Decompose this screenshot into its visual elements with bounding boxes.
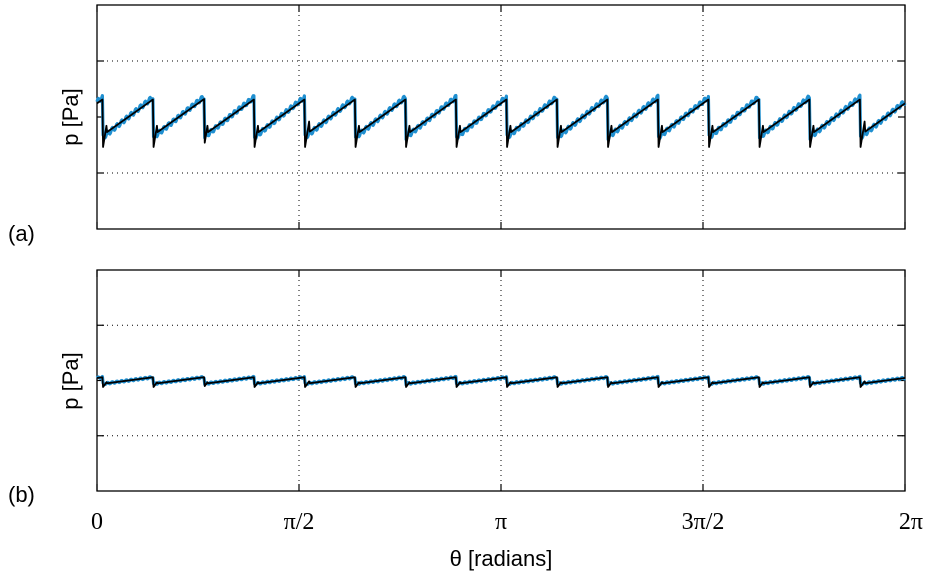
panel-label-a: (a) xyxy=(8,221,35,246)
grid-a xyxy=(96,5,906,229)
x-tick-label: 0 xyxy=(91,509,103,535)
series-line-b-1 xyxy=(96,376,906,388)
series-lines-b xyxy=(95,374,906,388)
x-tick-label: π xyxy=(495,509,507,535)
x-tick-label: π/2 xyxy=(284,509,315,535)
series-lines-a xyxy=(95,93,907,148)
panel-label-b: (b) xyxy=(8,482,35,507)
y-axis-label-a: p [Pa] xyxy=(58,88,83,145)
panel-a: p [Pa] (a) xyxy=(8,4,907,246)
x-tick-label: 3π/2 xyxy=(682,509,725,535)
x-tick-labels: 0 π/2 π 3π/2 2π xyxy=(91,509,923,535)
grid-b xyxy=(96,270,906,491)
panel-b: p [Pa] (b) xyxy=(8,269,906,507)
x-axis-label: θ [radians] xyxy=(450,546,553,571)
y-axis-label-b: p [Pa] xyxy=(58,352,83,409)
x-tick-label: 2π xyxy=(899,509,923,535)
series-line-a-1 xyxy=(96,98,906,148)
